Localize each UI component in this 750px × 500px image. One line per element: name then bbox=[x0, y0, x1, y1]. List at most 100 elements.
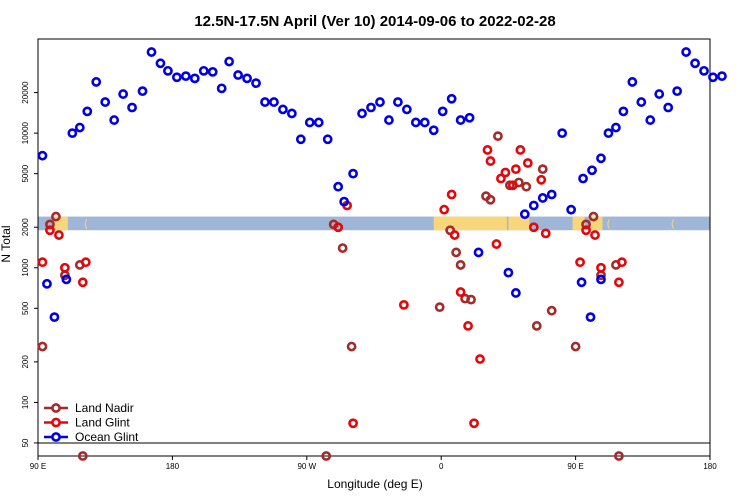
data-point bbox=[59, 262, 70, 273]
data-point bbox=[127, 102, 137, 113]
data-point bbox=[446, 93, 457, 104]
data-points bbox=[37, 47, 727, 461]
data-point bbox=[717, 71, 727, 82]
data-point bbox=[260, 97, 270, 107]
data-point bbox=[485, 194, 496, 205]
data-point bbox=[590, 230, 600, 240]
data-point bbox=[455, 115, 466, 125]
data-point bbox=[618, 106, 629, 117]
axis-ticks: 90 E 180 90 W 0 90 E 180 50 100 200 500 1000 2000 50… bbox=[21, 81, 717, 471]
band bbox=[38, 216, 710, 231]
data-point bbox=[611, 122, 621, 133]
data-point bbox=[37, 257, 48, 268]
data-point bbox=[537, 193, 548, 203]
data-point bbox=[503, 267, 514, 278]
data-point bbox=[163, 65, 173, 76]
data-point bbox=[464, 112, 475, 123]
data-point bbox=[578, 173, 588, 184]
band-marker: ⟨ bbox=[606, 218, 610, 230]
data-point bbox=[557, 128, 568, 139]
data-point bbox=[491, 239, 502, 249]
data-point bbox=[346, 341, 357, 352]
data-point bbox=[528, 222, 539, 233]
x-tick-label: 180 bbox=[703, 462, 717, 471]
y-tick-label: 1000 bbox=[21, 258, 30, 276]
legend-marker bbox=[51, 403, 61, 413]
data-point bbox=[519, 209, 530, 220]
data-point bbox=[528, 200, 539, 211]
data-point bbox=[596, 153, 606, 164]
data-point bbox=[570, 341, 581, 352]
legend-label: Ocean Glint bbox=[75, 430, 139, 444]
data-point bbox=[82, 106, 93, 117]
data-point bbox=[614, 451, 624, 461]
data-point bbox=[118, 89, 129, 99]
data-point bbox=[77, 277, 88, 288]
data-point bbox=[392, 97, 403, 107]
data-point bbox=[446, 189, 457, 200]
data-point bbox=[546, 189, 557, 200]
y-tick-label: 200 bbox=[21, 355, 30, 369]
data-point bbox=[410, 117, 421, 128]
data-point bbox=[475, 354, 485, 364]
data-point bbox=[375, 97, 385, 107]
data-point bbox=[455, 287, 466, 297]
data-point bbox=[469, 418, 479, 429]
data-point bbox=[482, 145, 493, 155]
data-point bbox=[80, 257, 91, 268]
y-tick-label: 20000 bbox=[21, 81, 30, 104]
data-point bbox=[690, 58, 700, 69]
data-point bbox=[672, 86, 683, 97]
data-point bbox=[155, 58, 166, 69]
plot-frame bbox=[37, 38, 711, 457]
data-point bbox=[463, 321, 473, 331]
data-point bbox=[348, 168, 358, 179]
band-highlight bbox=[433, 216, 507, 231]
x-tick-label: 0 bbox=[439, 462, 444, 471]
data-point bbox=[507, 180, 518, 191]
data-point bbox=[588, 211, 599, 222]
band-highlight bbox=[54, 216, 68, 231]
data-point bbox=[91, 77, 102, 87]
data-point bbox=[269, 97, 279, 107]
legend-marker bbox=[51, 432, 61, 442]
legend-label: Land Nadir bbox=[75, 401, 134, 415]
data-point bbox=[596, 262, 606, 273]
data-point bbox=[428, 125, 439, 136]
x-tick-label: 180 bbox=[166, 462, 180, 471]
data-point bbox=[42, 278, 52, 289]
data-point bbox=[322, 134, 333, 145]
x-tick-label: 90 W bbox=[297, 462, 316, 471]
data-point bbox=[77, 451, 88, 461]
data-point bbox=[251, 78, 261, 89]
band-marker: ⟨ bbox=[84, 218, 88, 230]
data-point bbox=[699, 65, 709, 76]
data-point bbox=[496, 173, 506, 184]
data-point bbox=[451, 247, 462, 258]
data-point bbox=[434, 302, 445, 313]
data-point bbox=[654, 89, 665, 99]
data-point bbox=[510, 164, 521, 175]
data-point bbox=[531, 321, 542, 331]
y-axis-label: N Total bbox=[0, 225, 13, 262]
data-point bbox=[45, 219, 55, 230]
y-tick-label: 500 bbox=[21, 301, 30, 315]
data-point bbox=[585, 312, 596, 323]
data-point bbox=[224, 56, 235, 67]
plot-area: ⟨ ⟨ ⟨ ⟨ bbox=[37, 38, 711, 457]
data-point bbox=[596, 274, 606, 285]
data-point bbox=[37, 150, 48, 161]
data-point bbox=[663, 102, 674, 113]
data-point bbox=[180, 71, 191, 82]
data-point bbox=[216, 83, 227, 94]
data-point bbox=[401, 104, 412, 115]
data-point bbox=[473, 247, 484, 258]
data-point bbox=[37, 341, 48, 352]
data-point bbox=[540, 228, 551, 239]
data-point bbox=[333, 181, 344, 192]
data-point bbox=[61, 274, 72, 285]
data-point bbox=[109, 115, 120, 125]
y-tick-label: 50 bbox=[21, 438, 30, 447]
data-point bbox=[189, 73, 200, 84]
